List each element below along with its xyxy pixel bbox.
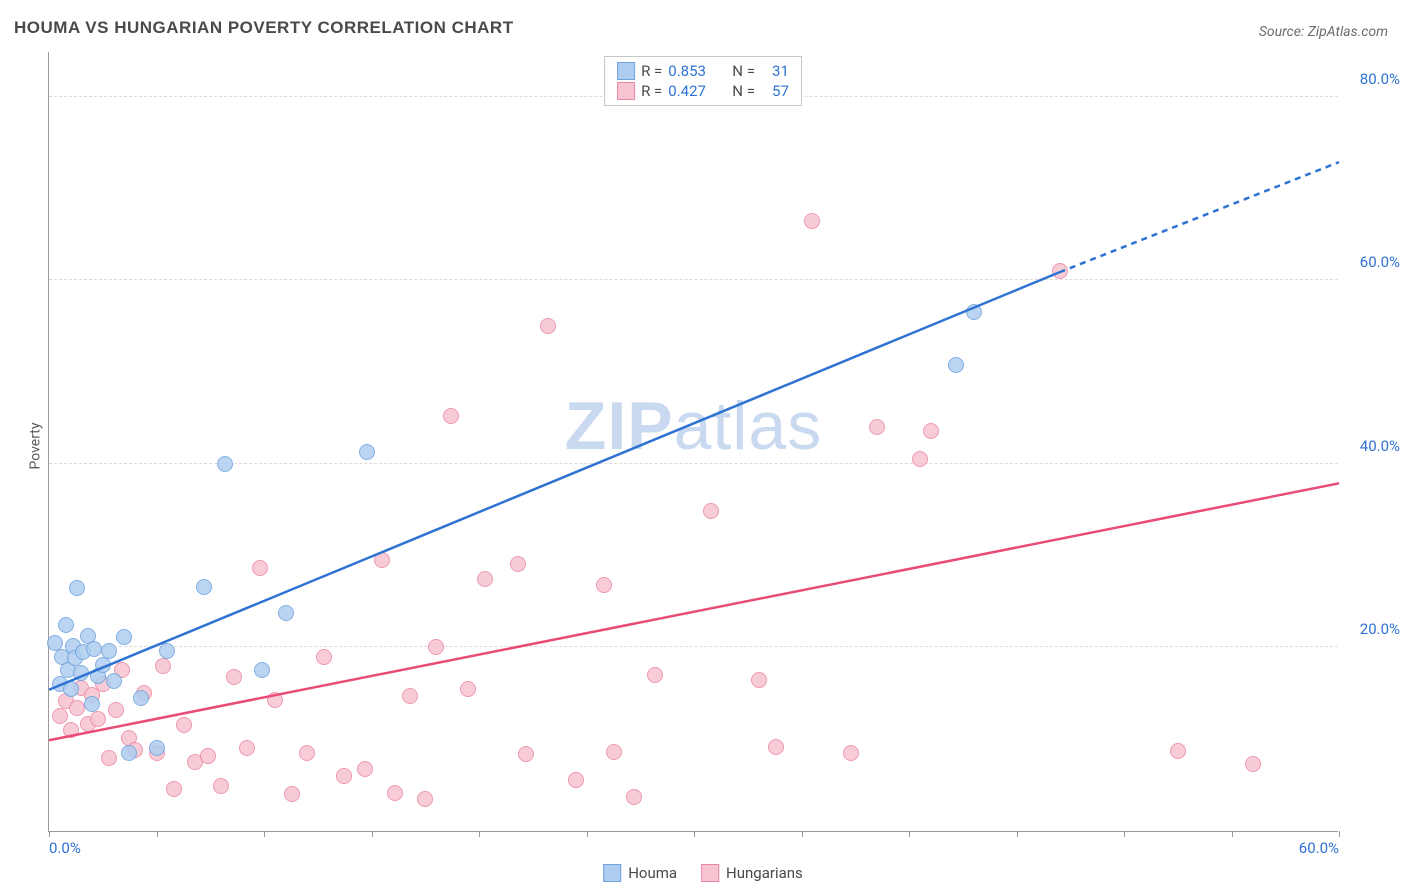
swatch-icon xyxy=(617,62,635,80)
r-label: R = xyxy=(641,62,662,80)
n-value: 31 xyxy=(761,62,789,80)
x-tick-label: 0.0% xyxy=(49,839,81,857)
y-tick-label: 60.0% xyxy=(1342,253,1400,271)
regression-line-hungarians xyxy=(49,483,1339,740)
swatch-icon xyxy=(701,864,719,882)
swatch-icon xyxy=(617,82,635,100)
n-label: N = xyxy=(732,82,755,100)
r-value: 0.853 xyxy=(668,62,718,80)
r-label: R = xyxy=(641,82,662,100)
series-legend: Houma Hungarians xyxy=(603,864,803,882)
source-attribution: Source: ZipAtlas.com xyxy=(1259,24,1388,40)
chart-title: HOUMA VS HUNGARIAN POVERTY CORRELATION C… xyxy=(14,18,514,38)
legend-item-hungarians: Hungarians xyxy=(701,864,803,882)
x-tick-label: 60.0% xyxy=(1299,839,1339,857)
stats-row-houma: R = 0.853 N = 31 xyxy=(617,61,789,81)
swatch-icon xyxy=(603,864,621,882)
legend-item-houma: Houma xyxy=(603,864,677,882)
regression-lines xyxy=(49,52,1339,832)
n-label: N = xyxy=(732,62,755,80)
chart-container: HOUMA VS HUNGARIAN POVERTY CORRELATION C… xyxy=(0,0,1406,892)
r-value: 0.427 xyxy=(668,82,718,100)
plot-area: ZIPatlas 20.0%40.0%60.0%80.0%0.0%60.0% xyxy=(48,52,1338,832)
stats-legend: R = 0.853 N = 31 R = 0.427 N = 57 xyxy=(604,56,802,106)
regression-line-houma xyxy=(49,272,1060,690)
y-tick-label: 20.0% xyxy=(1342,620,1400,638)
n-value: 57 xyxy=(761,82,789,100)
x-tick xyxy=(1339,831,1340,837)
regression-line-dash-houma xyxy=(1060,162,1340,272)
legend-label: Houma xyxy=(628,864,677,882)
y-tick-label: 40.0% xyxy=(1342,437,1400,455)
y-axis-label: Poverty xyxy=(28,422,44,469)
y-tick-label: 80.0% xyxy=(1342,70,1400,88)
stats-row-hungarians: R = 0.427 N = 57 xyxy=(617,81,789,101)
legend-label: Hungarians xyxy=(726,864,803,882)
